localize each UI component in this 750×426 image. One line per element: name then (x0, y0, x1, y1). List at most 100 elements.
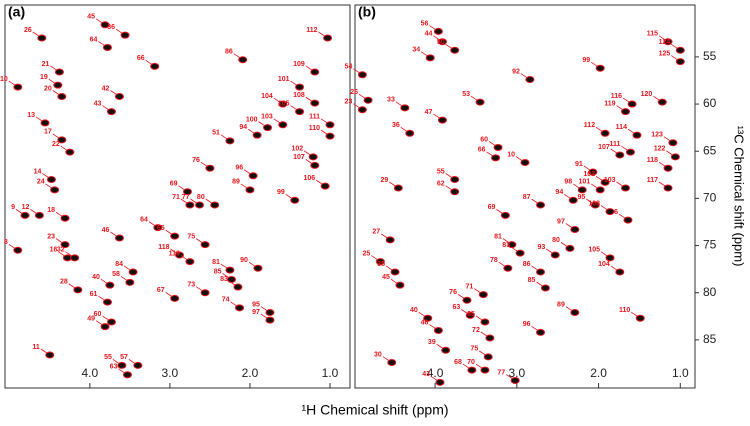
peak-label: 46 (421, 319, 429, 326)
peak (621, 108, 631, 116)
peak-label: 23 (47, 233, 55, 240)
peak (183, 188, 193, 196)
peak (483, 353, 493, 361)
peak-label: 102 (291, 146, 303, 153)
peak-pointer (318, 31, 325, 37)
peak (485, 334, 495, 342)
peak (450, 188, 460, 196)
peak-pointer (243, 169, 251, 175)
y-tick-label: 80 (703, 285, 717, 299)
peak (170, 294, 180, 302)
peak (491, 154, 501, 162)
peak (175, 251, 185, 259)
peak-label: 43 (94, 100, 102, 107)
peak (375, 258, 385, 266)
peak-label: 32 (57, 247, 65, 254)
peak-label: 67 (157, 287, 165, 294)
peak (525, 76, 535, 84)
peak-label: 90 (240, 257, 248, 264)
peak-label: 22 (52, 141, 60, 148)
peak-pointer (42, 173, 49, 178)
x-tick-label: 2.0 (590, 366, 607, 380)
peak-label: 112 (306, 27, 317, 34)
peak (227, 276, 237, 284)
peak-pointer (565, 223, 573, 228)
peak-pointer (170, 248, 177, 254)
peak (357, 71, 367, 79)
peak (205, 164, 215, 172)
peak (245, 186, 255, 194)
peak-pointer (358, 93, 366, 99)
peak-pointer (303, 150, 311, 156)
peak (635, 314, 645, 322)
peak-label: 71 (172, 194, 180, 201)
peak-label: 87 (523, 194, 531, 201)
peak-label: 98 (564, 179, 572, 186)
peak-pointer (195, 238, 203, 243)
peak-pointer (475, 363, 483, 369)
peak (265, 309, 275, 317)
peak-pointer (30, 209, 37, 214)
peak-label: 99 (582, 57, 590, 64)
peak-label: 74 (222, 297, 230, 304)
peak-pointer (305, 65, 313, 71)
peak-pointer (178, 185, 185, 191)
peak-label: 36 (392, 122, 400, 129)
peak-label: 70 (467, 359, 475, 366)
peak (185, 258, 195, 266)
peak-label: 107 (598, 144, 610, 151)
peak-label: 120 (641, 91, 653, 98)
peak-pointer (320, 118, 328, 124)
peak-pointer (8, 243, 16, 249)
peak-label: 103 (604, 177, 616, 184)
peak (13, 246, 23, 254)
peak-label: 89 (232, 179, 240, 186)
peak-pointer (389, 181, 396, 187)
peak (105, 281, 115, 289)
peak-pointer (100, 278, 108, 284)
peak (253, 264, 263, 272)
peak-label: 30 (374, 351, 382, 358)
peak-label: 112 (584, 122, 595, 129)
peak-pointer (457, 293, 465, 299)
peak-label: 23 (345, 99, 353, 106)
peak (520, 159, 530, 167)
peak-pointer (621, 145, 628, 151)
peak (114, 93, 124, 101)
peak (565, 244, 575, 252)
peak (503, 264, 513, 272)
peak-pointer (586, 198, 593, 204)
peak-label: 84 (115, 261, 123, 268)
peak-label: 25 (363, 250, 371, 257)
peak-label: 51 (212, 130, 220, 137)
peak (310, 161, 320, 169)
peak (536, 201, 546, 209)
peak (590, 201, 600, 209)
peak (45, 351, 55, 359)
peak-label: 50 (437, 39, 445, 46)
peak-pointer (429, 25, 436, 30)
peak-pointer (315, 179, 323, 185)
peak-pointer (429, 324, 436, 329)
panel-label: (a) (8, 4, 25, 20)
peak-pointer (320, 129, 328, 135)
peak-label: 118 (158, 244, 169, 251)
x-tick-label: 4.0 (82, 366, 99, 380)
peak-pointer (165, 229, 172, 235)
peak (675, 46, 685, 54)
peak-label: 71 (466, 283, 474, 290)
peak (425, 54, 435, 62)
peak-label: 119 (169, 250, 180, 257)
peak (295, 83, 305, 91)
peak-label: 94 (239, 124, 247, 131)
peak-pointer (180, 198, 188, 204)
peak (536, 268, 546, 276)
peak-pointer (112, 359, 120, 364)
peak-label: 64 (90, 36, 98, 43)
peak-label: 13 (27, 112, 35, 119)
peak (465, 311, 475, 319)
peak-label: 45 (87, 14, 95, 21)
peak-pointer (230, 301, 237, 307)
peak-label: 46 (102, 227, 110, 234)
peak-label: 81 (212, 259, 220, 266)
